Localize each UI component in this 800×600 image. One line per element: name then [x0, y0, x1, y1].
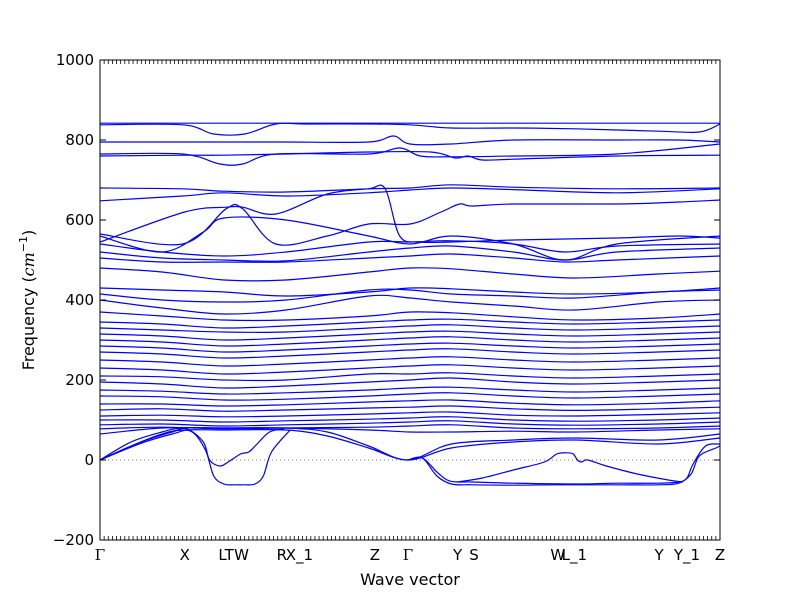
- band-34: [100, 416, 720, 423]
- band-19: [100, 318, 720, 329]
- x-tick-label: L_1: [562, 546, 587, 565]
- dispersion-bands: [100, 122, 720, 486]
- band-6: [100, 184, 720, 193]
- band-38: [100, 427, 720, 461]
- x-tick-label: Z: [715, 546, 725, 564]
- band-31: [100, 399, 720, 407]
- y-tick-label: 1000: [56, 51, 94, 69]
- x-tick-label: Y_1: [673, 546, 700, 565]
- y-tick-label: −200: [53, 531, 94, 549]
- band-11: [100, 240, 720, 257]
- x-tick-label: Γ: [403, 546, 413, 564]
- band-3: [100, 135, 720, 146]
- x-tick-label: W: [550, 546, 565, 564]
- band-12: [100, 245, 720, 262]
- band-26: [100, 364, 720, 375]
- band-15: [100, 287, 720, 297]
- y-tick-label: 0: [84, 451, 94, 469]
- x-tick-label: Γ: [95, 546, 105, 564]
- y-axis-unit: cm: [19, 252, 38, 276]
- x-minor-ticks: [99, 60, 721, 540]
- y-axis-label-text: Frequency: [19, 288, 38, 371]
- band-43: [407, 445, 720, 486]
- band-28: [100, 377, 720, 389]
- y-tick-label: 400: [65, 291, 94, 309]
- x-tick-label: R: [277, 546, 287, 564]
- x-tick-label: S: [469, 546, 479, 564]
- band-22: [100, 336, 720, 347]
- band-13: [100, 253, 720, 263]
- band-5: [100, 150, 720, 161]
- band-16: [100, 288, 720, 303]
- band-7: [100, 187, 720, 202]
- band-4: [100, 143, 720, 166]
- band-18: [100, 311, 720, 322]
- band-25: [100, 356, 720, 367]
- x-axis-label: Wave vector: [360, 570, 460, 589]
- band-44: [457, 452, 683, 483]
- y-tick-label: 200: [65, 371, 94, 389]
- band-30: [100, 392, 720, 401]
- x-tick-label: W: [234, 546, 249, 564]
- x-tick-label: X_1: [286, 546, 313, 565]
- x-axis-ticks: Γ X LT W RX_1 Z Γ Y S WL_1 Y Y_1 Z: [95, 546, 725, 565]
- x-tick-label: X: [180, 546, 190, 564]
- y-tick-label: 600: [65, 211, 94, 229]
- plot-area: [100, 60, 720, 540]
- y-tick-label: 800: [65, 131, 94, 149]
- y-axis-label: Frequency (cm−1): [17, 230, 38, 371]
- x-tick-label: Y: [653, 546, 664, 564]
- band-9: [100, 199, 720, 246]
- band-20: [100, 324, 720, 333]
- x-tick-label: Y: [452, 546, 463, 564]
- band-23: [100, 342, 720, 353]
- band-35: [100, 420, 720, 427]
- band-41: [100, 429, 291, 486]
- band-40: [100, 427, 285, 467]
- band-17: [100, 294, 720, 315]
- y-axis-ticks: −200 0 200 400 600 800 1000: [53, 51, 720, 549]
- y-axis-unit-exponent: −1: [17, 236, 30, 252]
- band-24: [100, 348, 720, 359]
- band-27: [100, 372, 720, 382]
- band-33: [100, 411, 720, 418]
- plot-frame: [99, 59, 721, 541]
- x-tick-label: Z: [370, 546, 380, 564]
- band-14: [100, 267, 720, 282]
- band-29: [100, 386, 720, 395]
- x-tick-label: LT: [218, 546, 234, 564]
- band-42: [407, 443, 720, 485]
- band-36: [100, 424, 720, 430]
- band-39: [100, 428, 720, 461]
- band-32: [100, 405, 720, 412]
- band-2: [100, 122, 720, 136]
- band-21: [100, 330, 720, 341]
